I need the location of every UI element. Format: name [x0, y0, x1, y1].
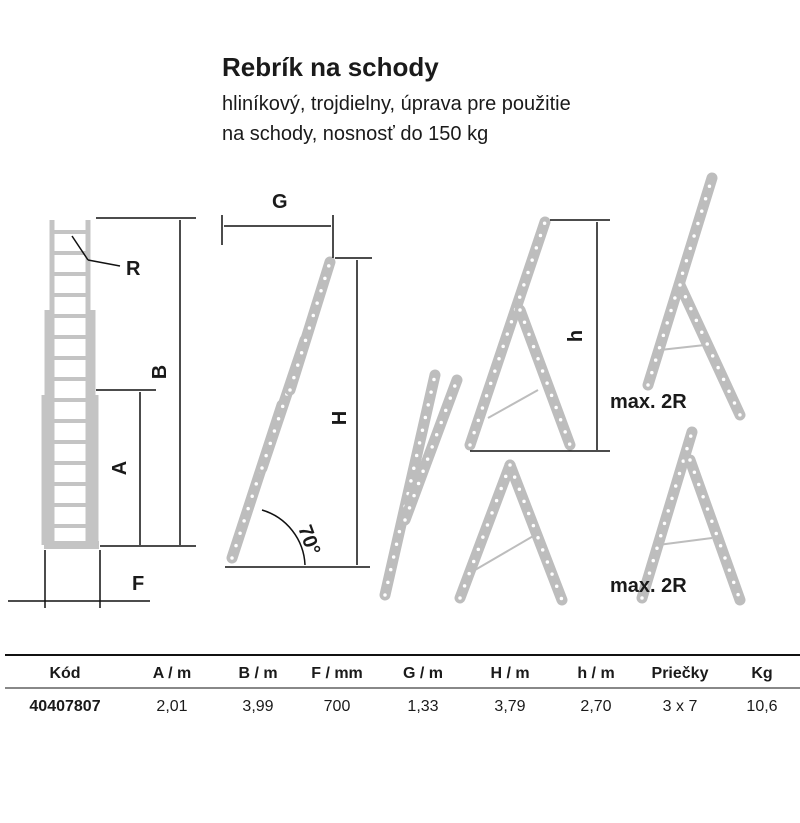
ladder-holes [230, 403, 284, 560]
ladder-rail [504, 459, 568, 606]
column-header: B / m [238, 665, 277, 682]
ladder-holes [468, 220, 547, 447]
column-header: F / mm [311, 665, 363, 682]
ladder-holes [383, 373, 437, 597]
ladder-rail [514, 304, 576, 451]
label-h-lower: h [565, 330, 587, 342]
dimension-lines [8, 215, 610, 608]
ladder-holes [646, 176, 714, 387]
brace [657, 537, 713, 546]
ladder-rail [284, 256, 336, 396]
label-f: F [132, 573, 144, 595]
label-max: max. 2R [610, 575, 687, 597]
label-angle: 70° [293, 522, 324, 558]
column-header: Kg [751, 665, 772, 682]
ladder-holes [458, 463, 512, 600]
brace [487, 389, 539, 419]
column-header: H / m [490, 665, 529, 682]
subtitle-line: hliníkový, trojdielny, úprava pre použit… [222, 93, 571, 115]
ladder-holes [403, 378, 459, 522]
ladder-rail [674, 279, 746, 421]
subtitle-line: na schody, nosnosť do 150 kg [222, 123, 488, 145]
label-a: A [109, 461, 131, 475]
ladder-foot [44, 541, 99, 549]
table: Kód A / m B / m F / mm G / m H / m h / m Priečk… [29, 665, 777, 715]
ladder-drawings [41, 172, 746, 606]
brace [659, 344, 706, 351]
table-cell: 700 [324, 698, 351, 715]
table-cell: 1,33 [407, 698, 438, 715]
label-g: G [272, 191, 288, 213]
column-header: G / m [403, 665, 443, 682]
table-cell: 2,70 [580, 698, 611, 715]
label-max: max. 2R [610, 391, 687, 413]
ladder-rail [454, 459, 516, 604]
ladder-rail [379, 369, 441, 601]
label-r: R [126, 258, 141, 280]
column-header: Priečky [652, 665, 709, 682]
table-cell: 3 x 7 [663, 698, 698, 715]
title: Rebrík na schody [222, 52, 439, 82]
table-cell: 2,01 [156, 698, 187, 715]
table-cell: 3,79 [494, 698, 525, 715]
column-header: h / m [577, 665, 614, 682]
table-cell: 3,99 [242, 698, 273, 715]
column-header: A / m [153, 665, 192, 682]
ladder-rail [684, 454, 746, 606]
column-header: Kód [49, 665, 80, 682]
table-cell: 10,6 [746, 698, 777, 715]
table-cell: 40407807 [29, 698, 100, 715]
label-b: B [149, 365, 171, 379]
ladder-holes [688, 458, 742, 602]
ladder-holes [640, 430, 694, 600]
label-h-upper: H [329, 411, 351, 425]
brace [474, 534, 536, 571]
